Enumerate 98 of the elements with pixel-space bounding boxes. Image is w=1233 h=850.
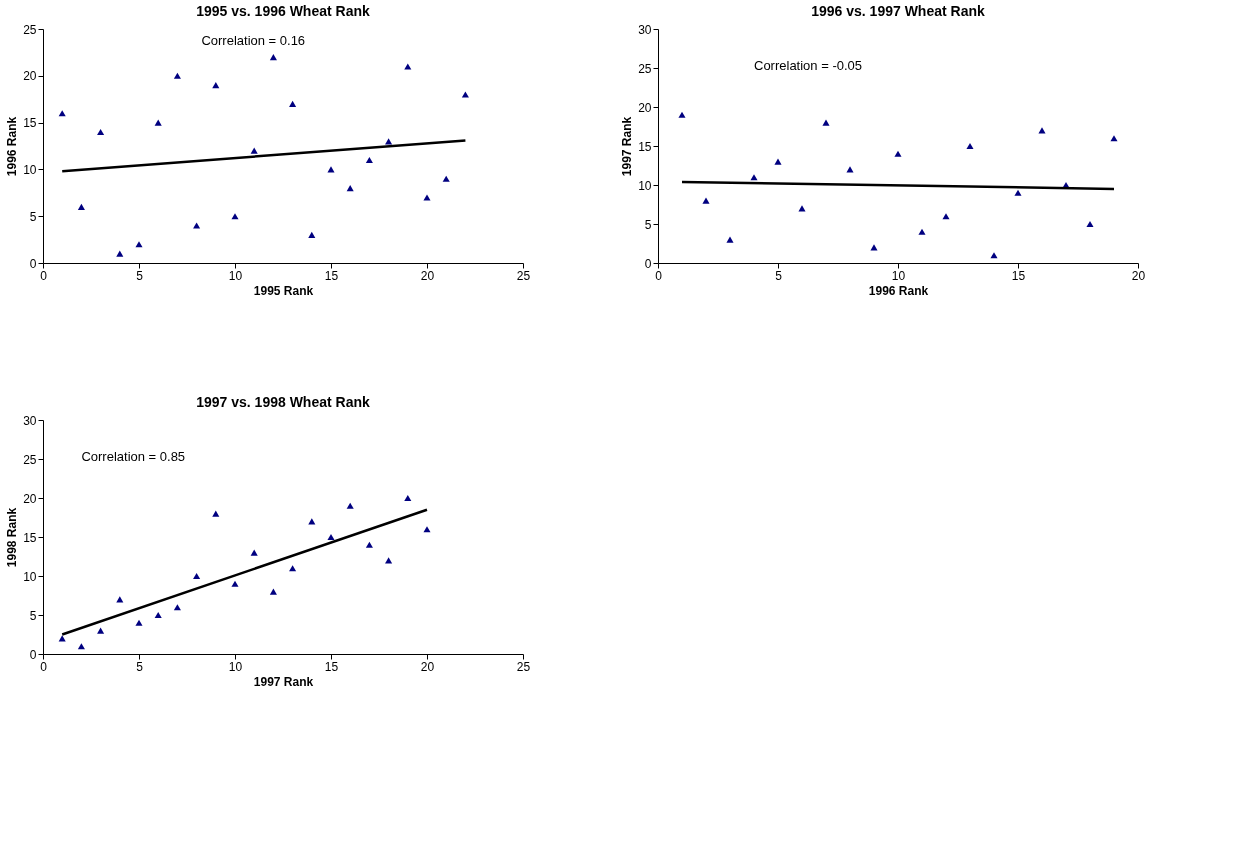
y-axis-title: 1998 Rank	[5, 507, 20, 568]
point	[231, 213, 239, 220]
x-tick-label: 10	[891, 268, 906, 283]
y-tick-label: 30	[23, 413, 37, 428]
point	[678, 111, 686, 118]
x-tick-label: 5	[136, 659, 144, 674]
point	[327, 533, 335, 541]
x-tick-label: 0	[40, 659, 48, 674]
y-tick-label: 20	[638, 100, 652, 115]
point	[918, 228, 926, 235]
point	[942, 213, 950, 220]
x-axis-title: 1995 Rank	[253, 283, 314, 298]
x-axis-title: 1997 Rank	[253, 674, 314, 689]
point	[774, 158, 782, 165]
x-tick-label: 0	[655, 268, 663, 283]
y-axis-title: 1997 Rank	[620, 116, 635, 177]
y-tick-label: 15	[23, 116, 37, 131]
point	[966, 142, 974, 150]
y-tick-label: 25	[23, 452, 37, 467]
point	[135, 619, 143, 626]
y-tick-label: 15	[638, 139, 652, 154]
chart-title: 1997 vs. 1998 Wheat Rank	[196, 394, 370, 410]
point	[193, 222, 201, 229]
point	[365, 156, 373, 164]
y-tick-label: 5	[644, 217, 652, 232]
point	[894, 150, 902, 157]
y-tick-label: 30	[638, 22, 652, 37]
y-tick-label: 10	[23, 162, 37, 177]
point	[250, 549, 258, 556]
x-tick-label: 5	[136, 268, 144, 283]
point	[289, 100, 297, 107]
point	[1086, 220, 1094, 228]
point	[404, 494, 412, 502]
point	[289, 565, 297, 572]
point	[1014, 189, 1022, 196]
point	[423, 194, 431, 201]
point	[461, 91, 469, 98]
point	[346, 502, 354, 509]
annotation: Correlation = -0.05	[754, 58, 863, 74]
chart-title: 1995 vs. 1996 Wheat Rank	[196, 3, 370, 19]
x-axis-title: 1996 Rank	[868, 283, 929, 298]
y-tick-label: 20	[23, 69, 37, 84]
annotation: Correlation = 0.16	[201, 32, 306, 48]
x-tick-label: 20	[420, 659, 435, 674]
annotation: Correlation = 0.85	[81, 449, 186, 465]
x-tick-label: 20	[420, 268, 435, 283]
y-tick-label: 10	[638, 178, 652, 193]
point	[1110, 135, 1118, 142]
point	[346, 185, 354, 192]
point	[442, 175, 450, 182]
x-tick-label: 25	[516, 268, 531, 283]
y-tick-label: 0	[29, 256, 37, 271]
point	[193, 572, 201, 580]
point	[77, 203, 85, 210]
point	[212, 510, 220, 517]
point	[173, 604, 181, 611]
point	[990, 252, 998, 259]
y-tick-label: 15	[23, 530, 37, 545]
point	[726, 236, 734, 243]
x-tick-label: 15	[324, 268, 339, 283]
y-tick-label: 25	[23, 22, 37, 37]
y-tick-label: 0	[29, 647, 37, 662]
x-tick-label: 15	[1011, 268, 1026, 283]
point	[308, 231, 316, 238]
point	[97, 128, 105, 136]
point	[269, 54, 277, 61]
chart-title: 1996 vs. 1997 Wheat Rank	[811, 3, 985, 19]
x-tick-label: 15	[324, 659, 339, 674]
point	[231, 580, 239, 587]
point	[269, 588, 277, 595]
x-tick-label: 20	[1131, 268, 1146, 283]
point	[423, 526, 431, 533]
y-tick-label: 25	[638, 61, 652, 76]
point	[822, 119, 830, 126]
point	[154, 611, 162, 619]
x-tick-label: 25	[516, 659, 531, 674]
y-tick-label: 5	[29, 209, 37, 224]
point	[702, 197, 710, 204]
point	[154, 119, 162, 126]
x-tick-label: 5	[775, 268, 783, 283]
point	[365, 541, 373, 548]
point	[97, 627, 105, 634]
point	[173, 72, 181, 79]
point	[212, 82, 220, 89]
x-tick-label: 10	[228, 659, 243, 674]
y-tick-label: 10	[23, 569, 37, 584]
y-axis-title: 1996 Rank	[5, 116, 20, 177]
y-tick-label: 0	[644, 256, 652, 271]
point	[404, 63, 412, 70]
x-tick-label: 0	[40, 268, 48, 283]
point	[77, 643, 85, 650]
point	[58, 110, 66, 117]
x-tick-label: 10	[228, 268, 243, 283]
y-tick-label: 20	[23, 491, 37, 506]
point	[250, 147, 258, 154]
point	[116, 250, 124, 257]
point	[750, 174, 758, 181]
y-tick-label: 5	[29, 608, 37, 623]
